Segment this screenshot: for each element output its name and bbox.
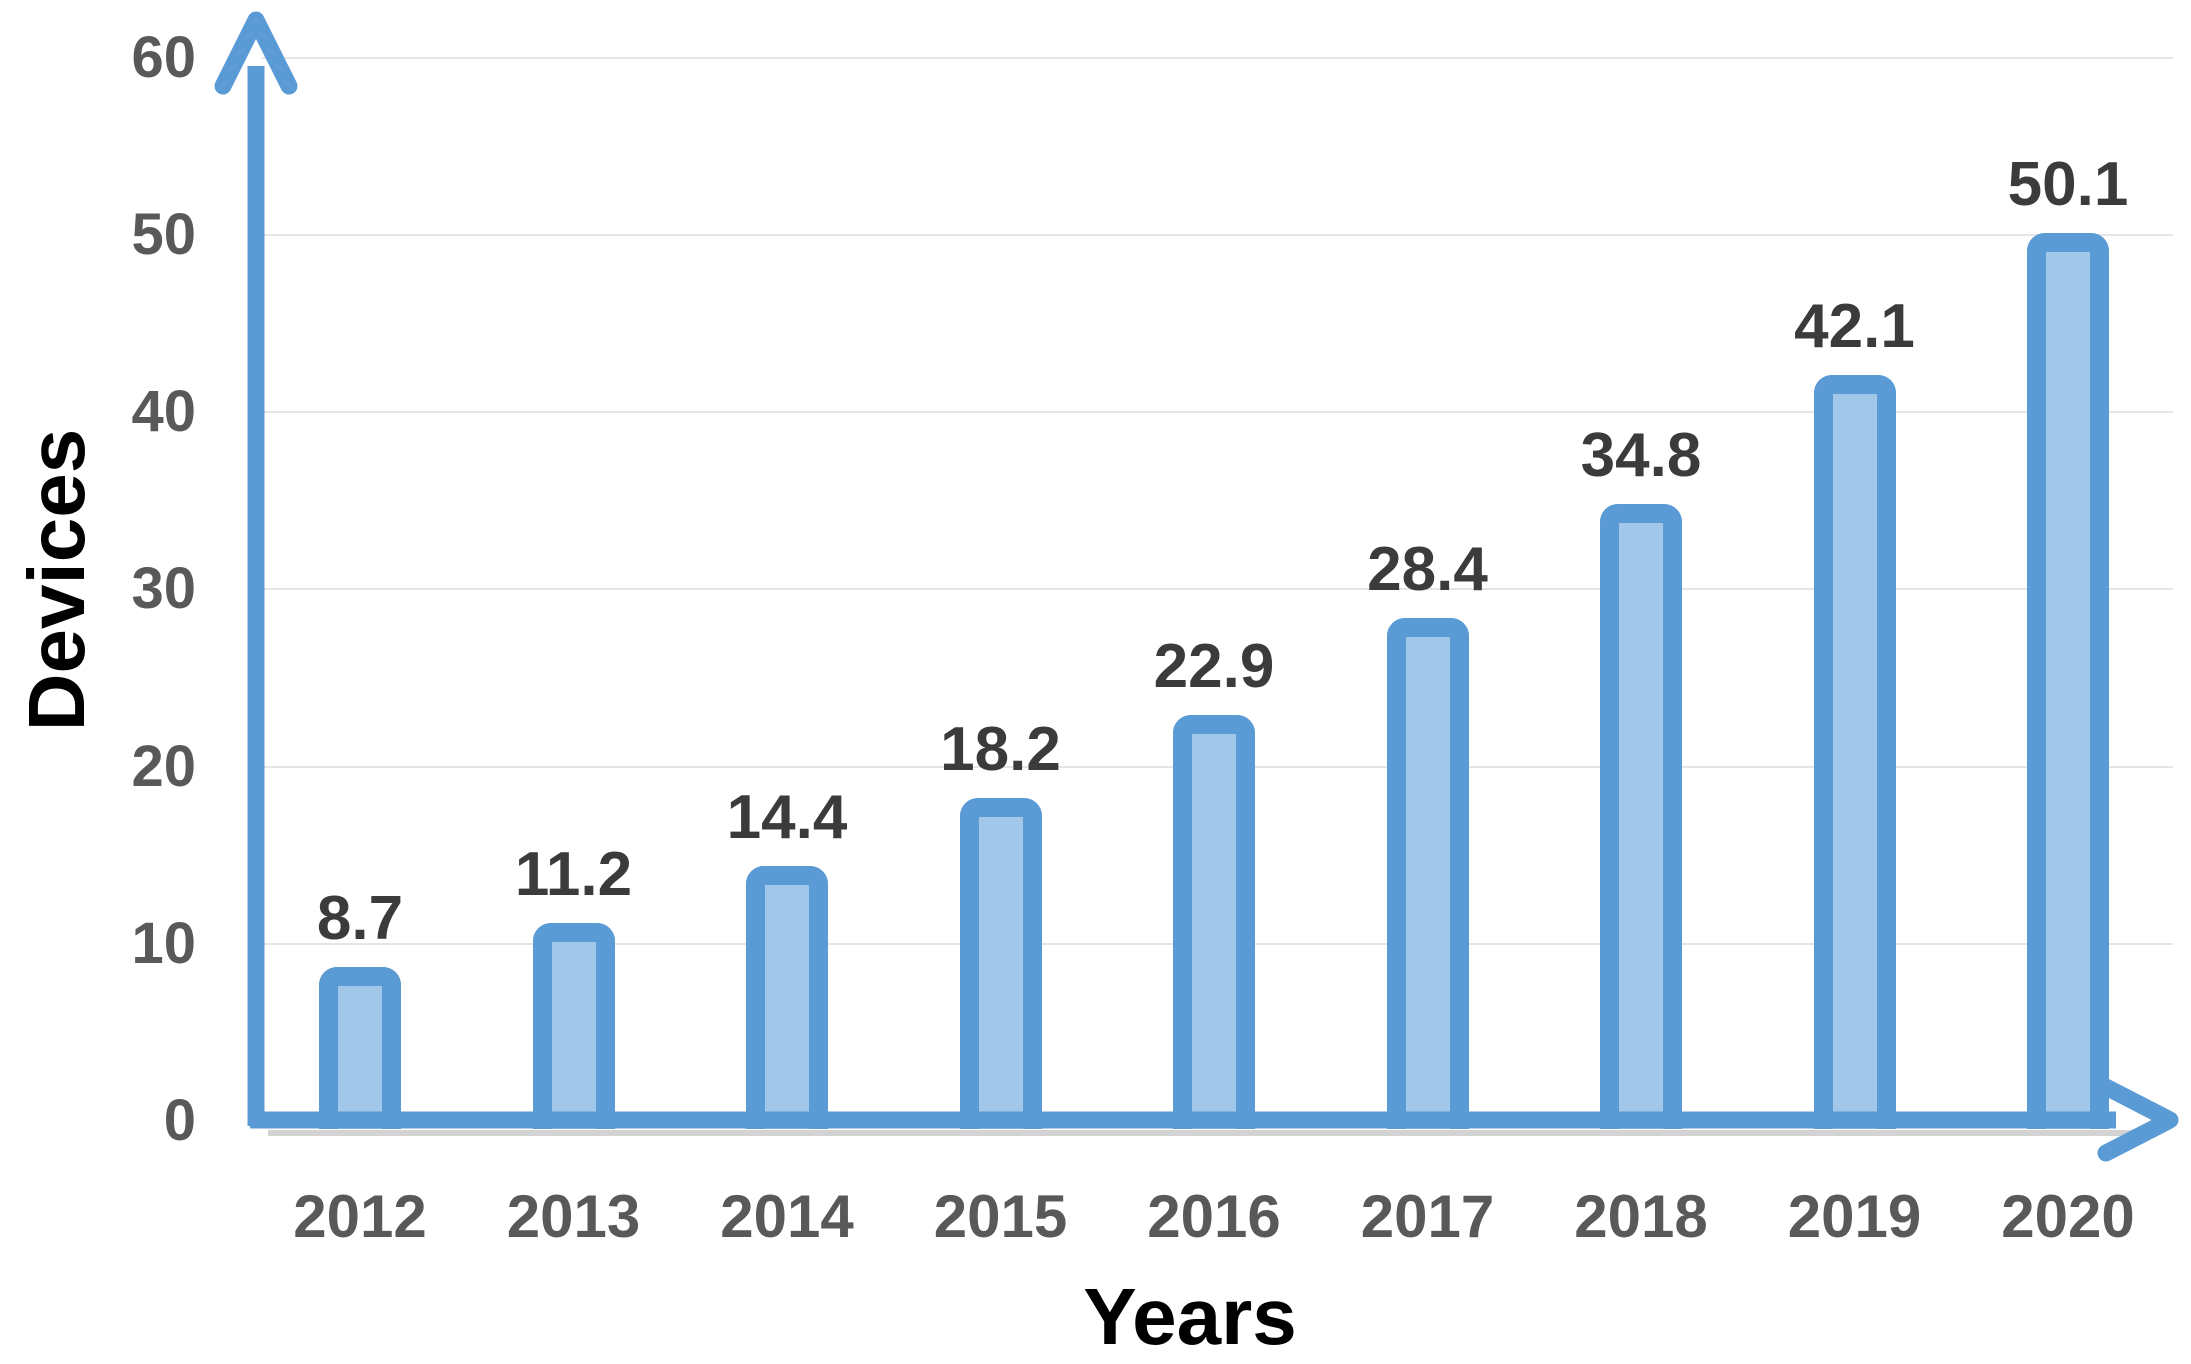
x-axis-arrow-icon — [2097, 1078, 2179, 1162]
gridline — [262, 234, 2173, 236]
y-tick-label: 10 — [131, 910, 196, 976]
x-tick-label: 2014 — [720, 1183, 854, 1250]
gridline — [262, 588, 2173, 591]
x-tick-label: 2017 — [1360, 1183, 1495, 1250]
y-tick-label: 20 — [131, 733, 196, 799]
bar — [1813, 374, 1896, 1129]
gridline — [262, 411, 2173, 414]
y-tick-label: 50 — [131, 202, 196, 267]
bar-value-label: 14.4 — [726, 782, 848, 852]
x-tick-label: 2018 — [1574, 1183, 1708, 1250]
bar-value-label: 50.1 — [2007, 150, 2129, 220]
y-tick-label: 30 — [131, 556, 196, 622]
x-tick-label: 2013 — [506, 1183, 641, 1250]
y-axis-arrow-icon — [214, 11, 298, 95]
bar — [1386, 617, 1469, 1129]
bar — [1600, 504, 1682, 1129]
bar-value-label: 34.8 — [1580, 421, 1702, 491]
x-tick-label: 2015 — [933, 1183, 1068, 1250]
gridline — [262, 56, 2173, 59]
bar — [746, 865, 828, 1129]
bar-value-label: 22.9 — [1153, 632, 1275, 702]
y-axis-title: Devices — [12, 428, 101, 732]
x-axis-title: Years — [1083, 1272, 1297, 1361]
bar-value-label: 28.4 — [1367, 534, 1488, 604]
bar-value-label: 11.2 — [514, 839, 633, 909]
x-tick-label: 2019 — [1787, 1183, 1922, 1250]
x-tick-label: 2012 — [293, 1183, 427, 1250]
bar-value-label: 18.2 — [940, 715, 1061, 785]
bar — [2027, 233, 2109, 1129]
x-tick-label: 2020 — [2001, 1183, 2135, 1250]
x-tick-label: 2016 — [1147, 1183, 1281, 1250]
y-tick-label: 40 — [131, 379, 196, 445]
bar-value-label: 42.1 — [1794, 291, 1915, 361]
bar — [1173, 715, 1255, 1129]
bar-value-label: 8.7 — [316, 883, 404, 953]
y-tick-label: 60 — [131, 24, 196, 90]
bar — [532, 922, 615, 1129]
y-tick-label: 0 — [163, 1088, 196, 1153]
bar — [319, 966, 401, 1129]
bar — [959, 798, 1042, 1129]
